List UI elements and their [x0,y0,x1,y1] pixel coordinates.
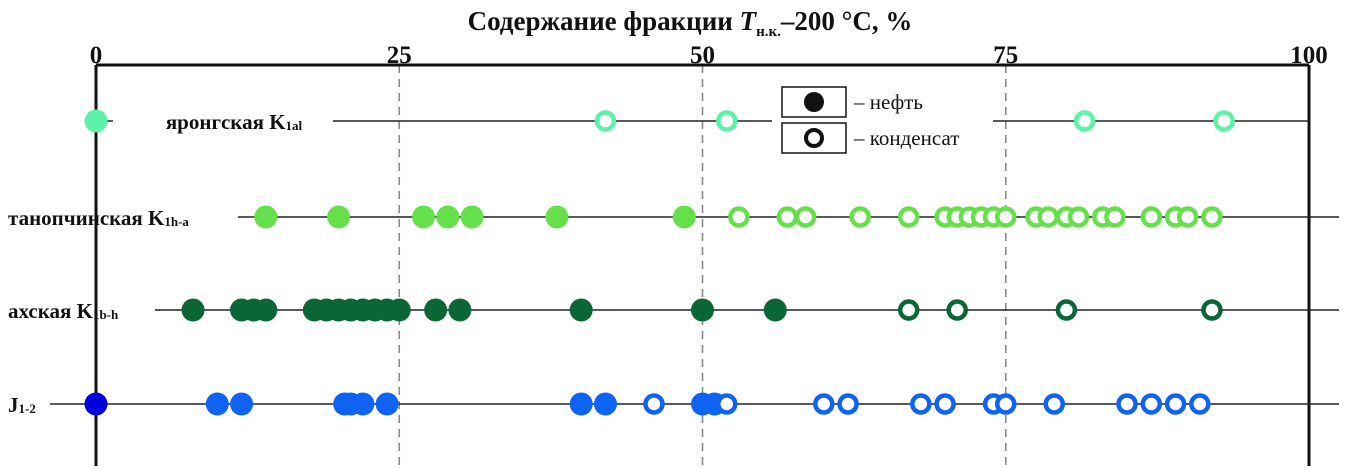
series-label: J1-2 [8,393,36,417]
oil-point [327,205,351,229]
chart-title-symbol: T [740,6,758,36]
condensate-point [1176,206,1199,228]
condensate-point [1116,393,1138,415]
oil-point [424,298,448,322]
condensate-point [794,206,817,228]
condensate-point [1037,206,1059,228]
series-label: яронгская K1al [166,110,303,134]
series-label-main: J [8,393,19,417]
condensate-point [1189,393,1211,415]
series-label-main: танопчинская K [8,206,165,230]
series-row-3: ахская K1b-h [8,298,1339,323]
oil-point [691,298,714,322]
oil-point [569,392,593,416]
oil-point [254,205,278,229]
legend: – нефть – конденсат [781,86,959,154]
oil-point [205,392,229,416]
oil-point [569,298,593,322]
series-label-subscript: 1al [286,118,303,133]
condensate-point [1140,393,1163,415]
oil-point [448,298,472,322]
condensate-point [1164,393,1187,415]
series-row-4: J1-2 [8,392,1339,417]
chart-title-prefix: Содержание фракции [468,6,740,36]
condensate-point [995,393,1017,415]
oil-point [763,298,787,322]
x-tick-label-0: 0 [90,42,103,69]
oil-point [375,392,399,416]
series-label-subscript: 1b-h [93,307,119,322]
series-row-2: танопчинская K1h-a [8,205,1339,230]
condensate-point [643,393,665,415]
condensate-point [594,110,617,132]
series-label-subscript: 1-2 [19,401,36,416]
oil-point [593,392,617,416]
condensate-point [946,299,968,321]
oil-point [436,205,460,229]
series-label-main: ахская K [8,299,94,323]
legend-oil-label: – нефть [853,90,923,114]
series-row-1: яронгская K1al [84,109,1309,134]
oil-point [387,298,411,322]
condensate-point [1201,206,1223,228]
condensate-point [1104,206,1126,228]
condensate-point [776,206,799,228]
condensate-point [1043,393,1066,415]
oil-point [230,392,254,416]
condensate-point [716,393,738,415]
oil-point [84,392,108,416]
series-label: ахская K1b-h [8,299,119,323]
series-label-subscript: 1h-a [164,214,189,229]
series-label: танопчинская K1h-a [8,206,189,230]
oil-point [254,298,278,322]
oil-point [84,109,108,133]
condensate-point [1073,110,1096,132]
oil-point [460,205,484,229]
condensate-point [716,110,738,132]
oil-point [672,205,696,229]
chart-title: Содержание фракции Tн.к.–200 °С, % [468,6,913,40]
condensate-point [910,393,932,415]
legend-condensate-label: – конденсат [853,126,959,150]
series-rows: яронгская K1al танопчинская K1h-a ахская K… [8,109,1339,417]
condensate-point [849,206,871,228]
condensate-point [897,299,920,321]
legend-condensate-marker [804,128,824,148]
condensate-point [897,206,920,228]
oil-point [351,392,375,416]
condensate-point [837,393,859,415]
oil-point [412,205,436,229]
condensate-point [995,206,1017,228]
oil-point [181,298,205,322]
grid-lines [398,65,1007,466]
condensate-point [1055,299,1078,321]
condensate-point [934,393,956,415]
condensate-point [1140,206,1163,228]
series-label-main: яронгская K [166,110,286,134]
legend-oil-marker [804,92,824,112]
chart-title-suffix: –200 °С, % [780,6,913,36]
condensate-point [1201,299,1223,321]
oil-point [545,205,569,229]
condensate-point [1067,206,1090,228]
chart-title-subscript: н.к. [756,24,781,40]
condensate-point [1213,110,1235,132]
condensate-point [728,206,750,228]
condensate-point [813,393,835,415]
